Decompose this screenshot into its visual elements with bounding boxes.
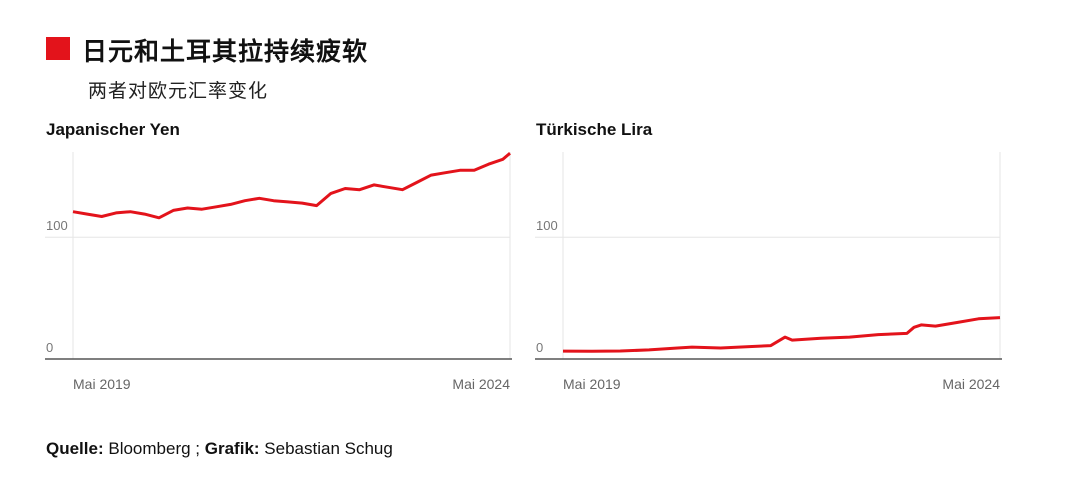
chart-subtitle: 两者对欧元汇率变化: [88, 81, 269, 102]
source-label: Quelle:: [46, 439, 104, 458]
chart-title: 日元和土耳其拉持续疲软: [82, 38, 369, 66]
panel-title-yen: Japanischer Yen: [46, 120, 180, 139]
source-line: Quelle: Bloomberg ; Grafik: Sebastian Sc…: [46, 439, 393, 459]
y-tick-label: 0: [536, 340, 543, 355]
series-line: [562, 316, 1001, 353]
x-tick-label: Mai 2019: [73, 376, 131, 392]
title-marker: [46, 37, 70, 60]
y-tick-label: 100: [46, 218, 68, 233]
y-tick-label: 0: [46, 340, 53, 355]
panel-title-lira: Türkische Lira: [536, 120, 653, 139]
x-tick-label: Mai 2019: [563, 376, 621, 392]
y-tick-label: 100: [536, 218, 558, 233]
source-value: Bloomberg ;: [108, 439, 201, 458]
graphic-label: Grafik:: [204, 439, 260, 458]
series-line: [72, 152, 511, 220]
x-tick-label: Mai 2024: [452, 376, 510, 392]
graphic-value: Sebastian Schug: [264, 439, 393, 458]
x-tick-label: Mai 2024: [942, 376, 1000, 392]
